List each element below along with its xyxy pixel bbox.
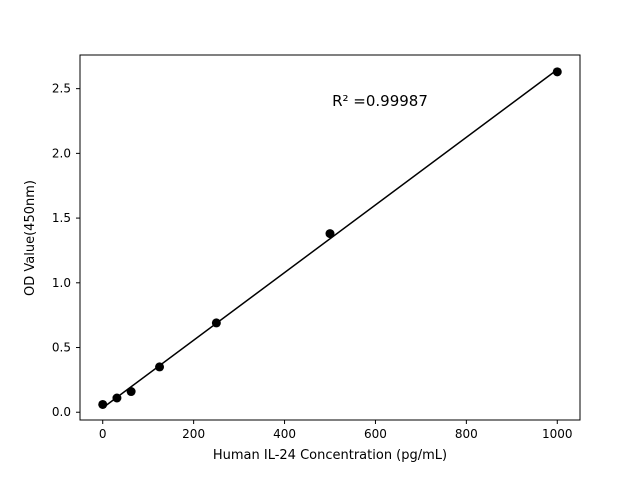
data-point	[325, 229, 335, 239]
data-point	[112, 393, 122, 403]
y-tick-label: 2.0	[52, 146, 71, 160]
x-tick-label: 200	[182, 427, 205, 441]
x-tick-label: 800	[455, 427, 478, 441]
y-tick-label: 1.0	[52, 276, 71, 290]
data-point	[155, 362, 165, 372]
data-point	[98, 399, 108, 409]
x-tick-label: 600	[364, 427, 387, 441]
y-axis-label: OD Value(450nm)	[23, 180, 38, 296]
x-tick-label: 0	[99, 427, 107, 441]
data-point	[211, 318, 221, 328]
y-tick-label: 1.5	[52, 211, 71, 225]
x-tick-label: 1000	[542, 427, 573, 441]
y-tick-label: 0.0	[52, 405, 71, 419]
data-point	[126, 387, 136, 397]
x-axis-label: Human IL-24 Concentration (pg/mL)	[213, 448, 447, 463]
axes-frame	[79, 54, 581, 421]
plot-area: 0 200 400 600 800 1000 0.0 0.5 1.0 1.5 2.0 2.5	[52, 54, 581, 441]
y-tick-label: 0.5	[52, 341, 71, 355]
data-point	[552, 67, 562, 77]
x-tick-label: 400	[273, 427, 296, 441]
r-squared-annotation: R² =0.99987	[332, 92, 428, 110]
fit-line	[102, 69, 558, 409]
y-tick-label: 2.5	[52, 82, 71, 96]
